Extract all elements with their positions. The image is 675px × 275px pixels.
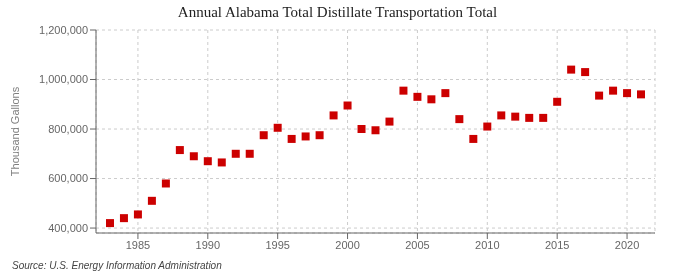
html-text:Annual Alabama Total Distillat: Annual Alabama Total Distillate Transpor… [177, 4, 498, 20]
svg-text:2005: 2005 [405, 239, 429, 251]
svg-text:1990: 1990 [196, 239, 220, 251]
svg-text:1,000,000: 1,000,000 [39, 73, 88, 85]
svg-text:800,000: 800,000 [48, 123, 88, 135]
svg-text:2010: 2010 [475, 239, 499, 251]
svg-text:1,200,000: 1,200,000 [39, 24, 88, 36]
svg-text:Thousand Gallons: Thousand Gallons [9, 86, 21, 176]
html-text:Source: U.S. Energy Informatio: Source: U.S. Energy Information Administ… [12, 260, 222, 271]
svg-text:1985: 1985 [126, 239, 150, 251]
svg-text:400,000: 400,000 [48, 222, 88, 234]
svg-text:600,000: 600,000 [48, 172, 88, 184]
svg-text:2015: 2015 [545, 239, 569, 251]
svg-text:1995: 1995 [265, 239, 289, 251]
svg-text:2000: 2000 [335, 239, 359, 251]
svg-text:2020: 2020 [615, 239, 639, 251]
